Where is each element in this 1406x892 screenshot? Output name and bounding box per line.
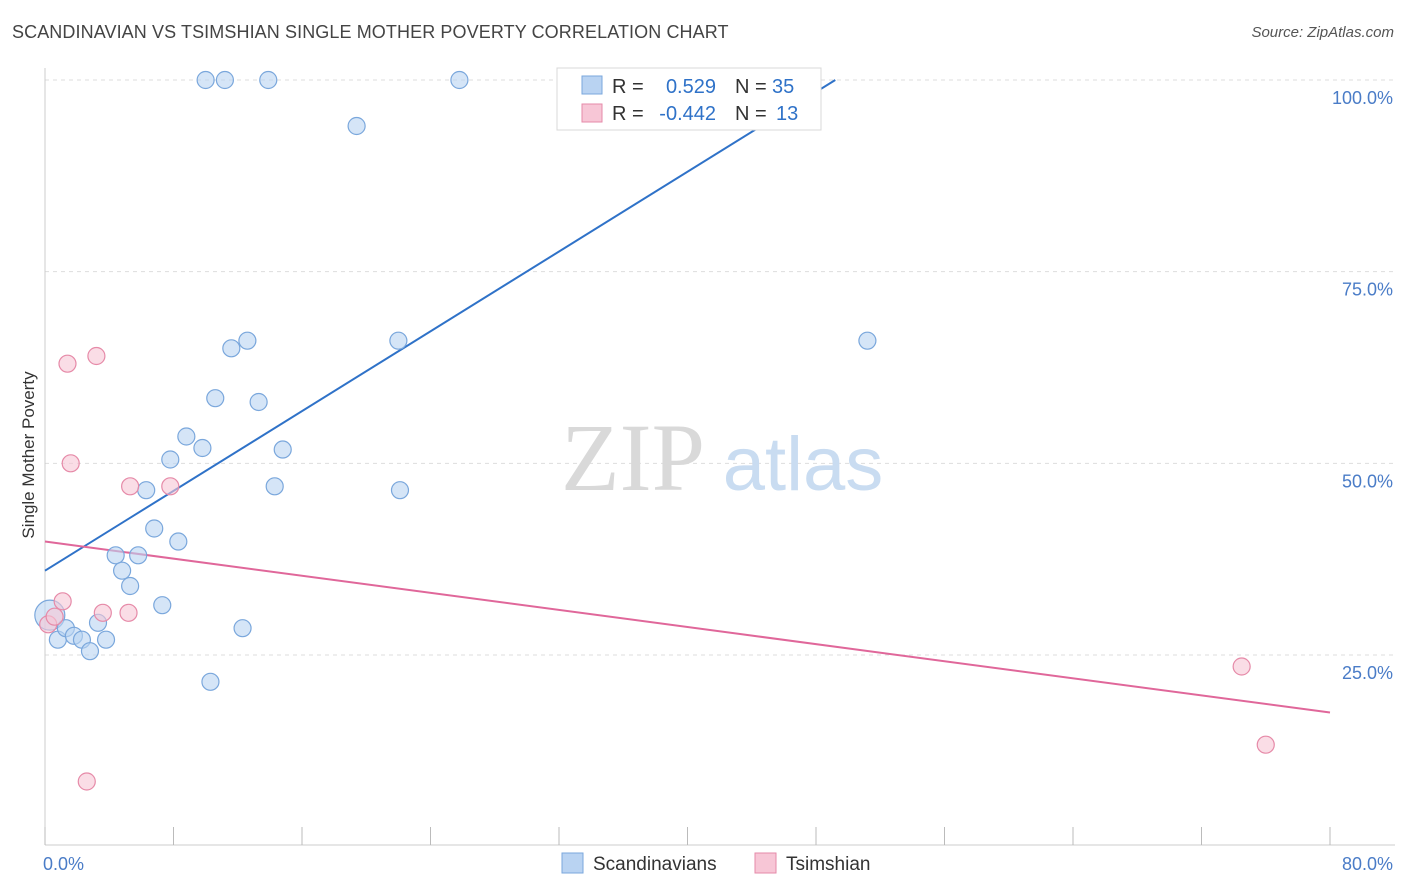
watermark: ZIP atlas bbox=[561, 404, 883, 511]
bottom-legend-scandinavians: Scandinavians bbox=[593, 854, 717, 875]
data-point-scandinavians bbox=[161, 450, 180, 469]
y-tick-label: 25.0% bbox=[1342, 663, 1393, 683]
data-point-scandinavians bbox=[129, 546, 148, 565]
data-point-tsimshian bbox=[1256, 735, 1275, 754]
y-tick-labels: 25.0% 50.0% 75.0% 100.0% bbox=[1332, 88, 1393, 683]
legend-r-label: R = bbox=[612, 76, 644, 98]
y-tick-label: 100.0% bbox=[1332, 88, 1393, 108]
data-points bbox=[34, 70, 1275, 791]
data-point-scandinavians bbox=[145, 519, 164, 538]
axes bbox=[44, 68, 1395, 846]
watermark-atlas: atlas bbox=[723, 422, 884, 507]
bottom-legend-tsimshian: Tsimshian bbox=[786, 854, 870, 875]
data-point-scandinavians bbox=[249, 392, 268, 412]
data-point-scandinavians bbox=[177, 427, 196, 446]
data-point-scandinavians bbox=[273, 440, 292, 459]
legend-n-label: N = bbox=[735, 76, 767, 98]
data-point-scandinavians bbox=[222, 339, 241, 358]
data-point-tsimshian bbox=[61, 454, 80, 473]
data-point-tsimshian bbox=[119, 603, 138, 622]
chart-title: SCANDINAVIAN VS TSIMSHIAN SINGLE MOTHER … bbox=[12, 22, 729, 42]
data-point-scandinavians bbox=[233, 619, 252, 638]
data-point-tsimshian bbox=[53, 592, 72, 611]
data-point-scandinavians bbox=[112, 561, 132, 580]
data-point-scandinavians bbox=[137, 481, 156, 500]
data-point-scandinavians bbox=[389, 331, 408, 350]
correlation-legend: R = 0.529 N = 35 R = -0.442 N = 13 bbox=[556, 67, 822, 131]
series-legend: Scandinavians Tsimshian bbox=[561, 852, 870, 875]
data-point-tsimshian bbox=[45, 607, 64, 626]
bottom-legend-swatch-scandinavians bbox=[561, 852, 584, 874]
legend-swatch-tsimshian bbox=[581, 103, 603, 123]
data-point-tsimshian bbox=[161, 477, 180, 496]
trend-line-tsimshian bbox=[44, 540, 1331, 714]
data-point-scandinavians bbox=[450, 70, 469, 90]
y-tick-label: 50.0% bbox=[1342, 471, 1393, 491]
data-point-scandinavians bbox=[106, 546, 125, 565]
data-point-scandinavians bbox=[80, 642, 100, 661]
data-point-scandinavians bbox=[121, 576, 140, 596]
data-point-scandinavians bbox=[390, 481, 410, 500]
x-tick-label: 0.0% bbox=[43, 854, 84, 874]
data-point-tsimshian bbox=[1232, 657, 1251, 676]
legend-n-label: N = bbox=[735, 103, 767, 125]
data-point-tsimshian bbox=[87, 346, 106, 366]
legend-r-value-tsimshian: -0.442 bbox=[659, 103, 716, 125]
data-point-tsimshian bbox=[93, 603, 112, 622]
trend-lines bbox=[44, 79, 1331, 714]
source-label: Source: ZipAtlas.com bbox=[1251, 24, 1394, 41]
x-tick-labels: 0.0% 80.0% bbox=[43, 854, 1393, 874]
data-point-scandinavians bbox=[169, 532, 188, 551]
legend-r-label: R = bbox=[612, 103, 644, 125]
legend-n-value-scandinavians: 35 bbox=[772, 76, 794, 98]
data-point-scandinavians bbox=[206, 389, 225, 408]
data-point-scandinavians bbox=[858, 331, 877, 350]
data-point-tsimshian bbox=[121, 477, 140, 496]
legend-n-value-tsimshian: 13 bbox=[776, 103, 798, 125]
legend-r-value-scandinavians: 0.529 bbox=[666, 76, 716, 98]
data-point-scandinavians bbox=[347, 116, 366, 136]
bottom-legend-swatch-tsimshian bbox=[754, 852, 777, 874]
y-tick-label: 75.0% bbox=[1342, 280, 1393, 300]
trend-line-scandinavians bbox=[44, 79, 836, 572]
data-point-scandinavians bbox=[259, 70, 278, 90]
watermark-zip: ZIP bbox=[561, 404, 705, 511]
legend-swatch-scandinavians bbox=[581, 75, 603, 95]
data-point-tsimshian bbox=[77, 772, 96, 791]
y-axis-label: Single Mother Poverty bbox=[19, 371, 38, 539]
data-point-tsimshian bbox=[58, 354, 77, 373]
data-point-scandinavians bbox=[215, 70, 234, 90]
data-point-scandinavians bbox=[238, 331, 257, 350]
data-point-scandinavians bbox=[201, 672, 220, 691]
data-point-scandinavians bbox=[193, 438, 212, 458]
x-tick-label: 80.0% bbox=[1342, 854, 1393, 874]
data-point-scandinavians bbox=[153, 596, 172, 615]
data-point-scandinavians bbox=[265, 477, 284, 496]
data-point-scandinavians bbox=[96, 630, 116, 649]
data-point-scandinavians bbox=[196, 70, 215, 90]
